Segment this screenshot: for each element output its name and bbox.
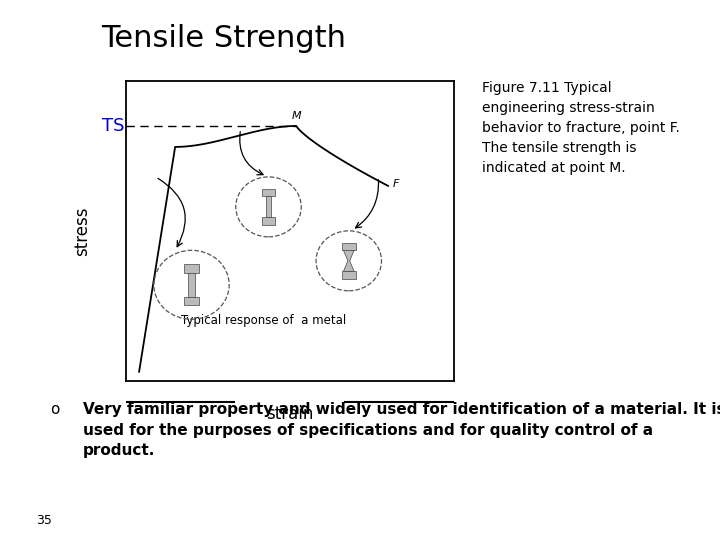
Text: M: M: [292, 111, 301, 122]
Text: strain: strain: [266, 405, 313, 423]
Bar: [266, 197, 271, 218]
Bar: [184, 264, 199, 273]
Text: Very familiar property and widely used for identification of a material. It is
u: Very familiar property and widely used f…: [83, 402, 720, 458]
Text: Tensile Strength: Tensile Strength: [101, 24, 346, 53]
Bar: [261, 218, 275, 225]
Text: o: o: [50, 402, 60, 417]
Bar: [184, 297, 199, 306]
Text: TS: TS: [102, 117, 125, 135]
Text: F: F: [393, 179, 400, 190]
Bar: [342, 271, 356, 279]
Bar: [261, 189, 275, 197]
Bar: [342, 243, 356, 251]
Text: 35: 35: [36, 514, 52, 526]
Text: Figure 7.11 Typical
engineering stress-strain
behavior to fracture, point F.
The: Figure 7.11 Typical engineering stress-s…: [482, 81, 680, 175]
Polygon shape: [343, 251, 354, 271]
Bar: [188, 273, 195, 297]
Text: stress: stress: [73, 206, 91, 255]
Text: Typical response of  a metal: Typical response of a metal: [181, 314, 346, 327]
